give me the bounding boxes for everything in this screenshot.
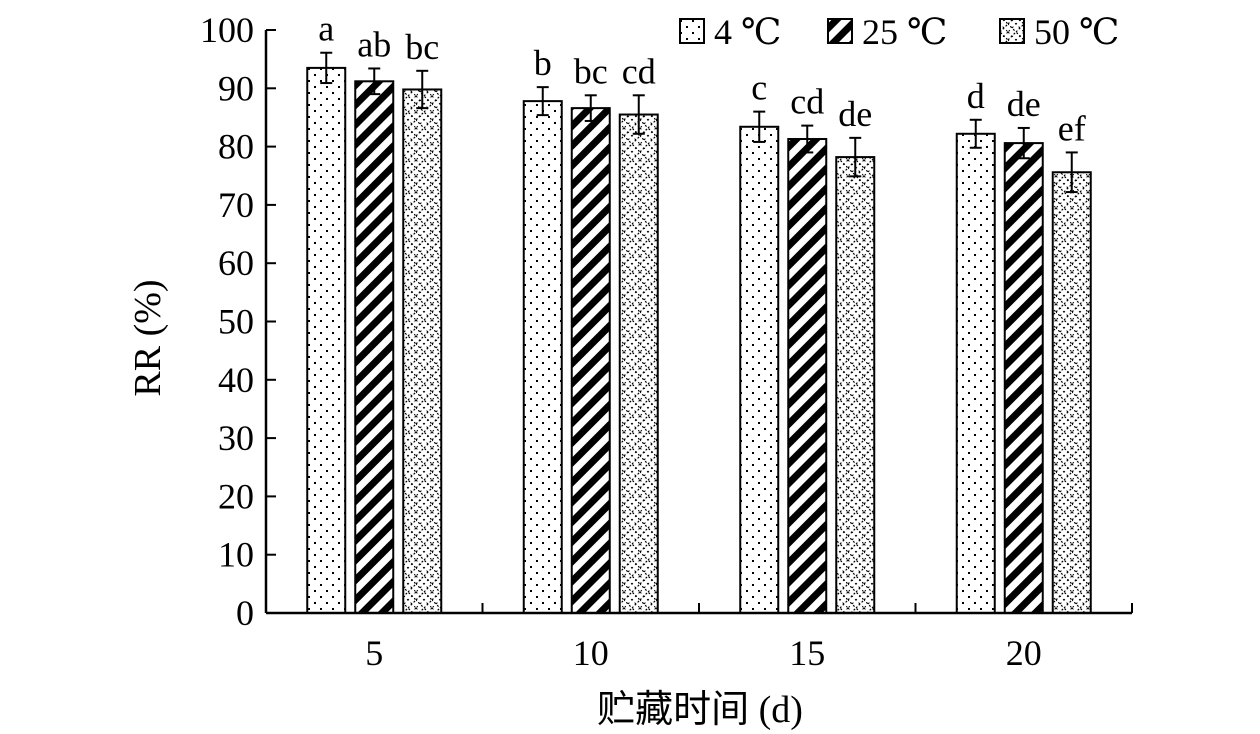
y-tick-label: 40 xyxy=(218,360,254,400)
significance-label: c xyxy=(751,68,767,108)
y-axis-title: RR (%) xyxy=(127,279,169,396)
y-tick-label: 90 xyxy=(218,68,254,108)
legend-swatch xyxy=(679,18,705,44)
legend-label: 25 ℃ xyxy=(862,12,947,52)
legend: 4 ℃ 25 ℃ 50 ℃ xyxy=(679,12,1119,52)
legend-item-0: 4 ℃ xyxy=(679,12,781,52)
error-bar-5-0 xyxy=(320,51,333,85)
error-bar-5-1 xyxy=(368,67,381,96)
y-tick-label: 80 xyxy=(218,127,254,167)
error-bar-10-2 xyxy=(632,94,645,135)
significance-label: ab xyxy=(357,24,391,64)
error-bars-layer xyxy=(320,51,1078,194)
bar-5-0 xyxy=(306,66,347,614)
legend-swatch xyxy=(999,18,1025,44)
error-bar-20-1 xyxy=(1017,126,1030,160)
significance-label: bc xyxy=(574,51,608,91)
bar-20-2 xyxy=(1051,171,1092,614)
x-tick-label: 5 xyxy=(365,633,383,673)
y-tick-label: 50 xyxy=(218,302,254,342)
significance-label: cd xyxy=(790,82,824,122)
bar-5-1 xyxy=(354,80,395,614)
legend-swatch xyxy=(827,18,853,44)
y-tick-label: 30 xyxy=(218,418,254,458)
legend-item-1: 25 ℃ xyxy=(827,12,947,52)
x-tick-label: 20 xyxy=(1006,633,1042,673)
y-axis-title-group: RR (%) xyxy=(127,279,169,396)
error-bar-10-0 xyxy=(536,86,549,117)
error-bar-15-2 xyxy=(849,136,862,178)
significance-label: cd xyxy=(622,51,656,91)
significance-label: de xyxy=(1007,84,1041,124)
significance-label: d xyxy=(967,76,985,116)
bar-10-2 xyxy=(618,113,659,614)
legend-label: 4 ℃ xyxy=(714,12,781,52)
bar-15-0 xyxy=(739,125,780,614)
significance-label: de xyxy=(838,94,872,134)
y-tick-label: 20 xyxy=(218,476,254,516)
y-tick-label: 60 xyxy=(218,243,254,283)
bar-15-2 xyxy=(835,156,876,614)
error-bar-15-1 xyxy=(801,124,814,154)
significance-label: b xyxy=(534,43,552,83)
error-bar-20-2 xyxy=(1065,151,1078,194)
significance-label: ef xyxy=(1058,108,1086,148)
significance-label: a xyxy=(318,9,334,49)
x-tick-label: 10 xyxy=(573,633,609,673)
bar-5-2 xyxy=(402,88,443,614)
significance-label: bc xyxy=(405,27,439,67)
y-tick-label: 0 xyxy=(236,593,254,633)
bar-15-1 xyxy=(787,138,828,614)
legend-label: 50 ℃ xyxy=(1034,12,1119,52)
bar-20-1 xyxy=(1003,142,1044,615)
bar-10-0 xyxy=(522,100,563,614)
bar-20-0 xyxy=(955,132,996,615)
legend-item-2: 50 ℃ xyxy=(999,12,1119,52)
y-tick-label: 10 xyxy=(218,535,254,575)
y-tick-label: 100 xyxy=(200,10,254,50)
axes: 0 10 20 30 40 50 60 70 80 90 100 5 10 15 20 xyxy=(200,10,1133,673)
x-axis-title: 贮藏时间 (d) xyxy=(597,689,803,731)
bars-layer xyxy=(306,66,1092,615)
bar-10-1 xyxy=(570,107,611,614)
x-tick-label: 15 xyxy=(789,633,825,673)
error-bar-10-1 xyxy=(584,94,597,122)
error-bar-15-0 xyxy=(753,110,766,143)
error-bar-5-2 xyxy=(416,69,429,110)
error-bar-20-0 xyxy=(969,118,982,149)
y-tick-label: 70 xyxy=(218,185,254,225)
